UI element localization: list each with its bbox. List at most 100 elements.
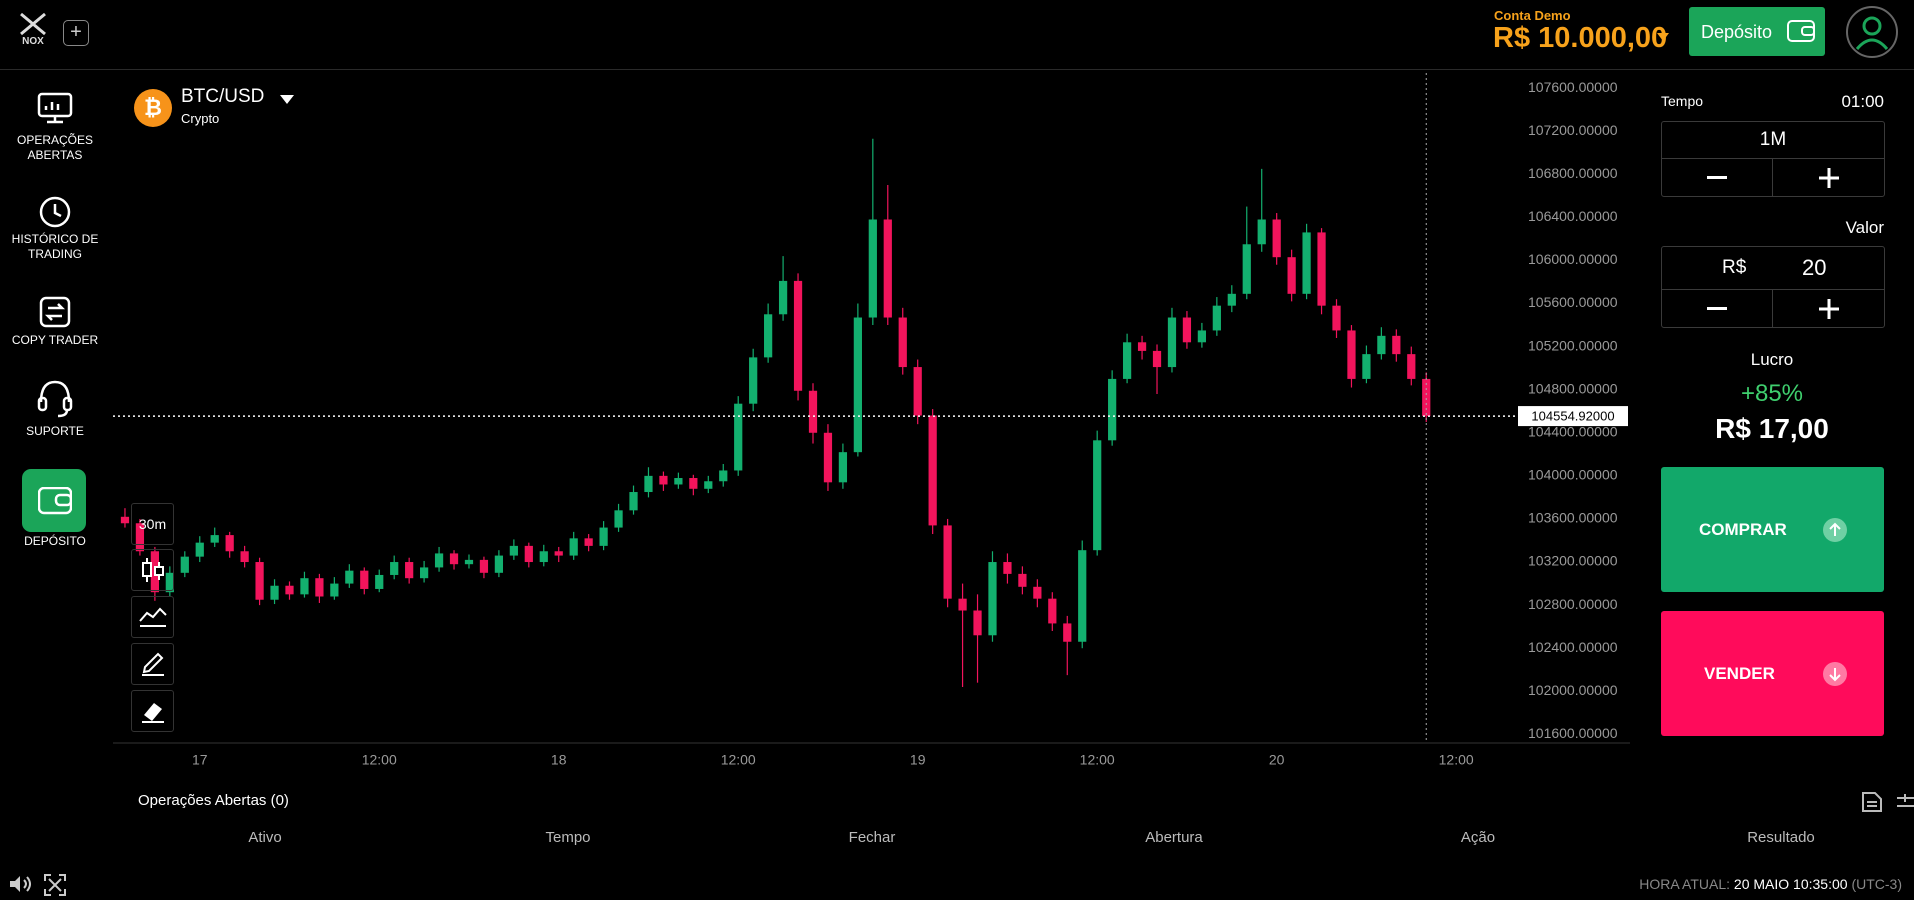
profit-value: R$ 17,00 bbox=[1715, 413, 1829, 444]
x-tick-label: 18 bbox=[551, 752, 567, 768]
sidebar-label[interactable]: OPERAÇÕES ABERTAS bbox=[16, 133, 94, 162]
avatar[interactable] bbox=[1845, 5, 1899, 59]
column-header: Ativo bbox=[248, 829, 282, 846]
sidebar-label[interactable]: HISTÓRICO DE TRADING bbox=[11, 232, 99, 261]
candle-body bbox=[1302, 232, 1311, 294]
candle-body bbox=[1197, 330, 1207, 343]
duration[interactable]: 1M bbox=[1662, 122, 1884, 159]
clock-icon[interactable] bbox=[38, 195, 72, 229]
y-tick-label: 102800.00000 bbox=[1528, 596, 1618, 612]
btc-logo: ₿ bbox=[134, 89, 172, 127]
up-arrow-icon bbox=[1823, 518, 1847, 542]
copy-icon[interactable] bbox=[39, 296, 71, 328]
y-tick-label: 106800.00000 bbox=[1528, 165, 1618, 181]
column-header: Resultado bbox=[1747, 829, 1815, 846]
amount-plus[interactable] bbox=[1773, 290, 1884, 327]
plus-icon bbox=[1818, 167, 1839, 188]
plus-icon bbox=[1818, 298, 1839, 319]
amount-divider bbox=[1662, 289, 1884, 290]
buy-button[interactable]: COMPRAR bbox=[1661, 467, 1884, 592]
candle-body bbox=[1317, 232, 1326, 306]
y-tick-label: 107200.00000 bbox=[1528, 122, 1618, 138]
candle-type-button[interactable] bbox=[131, 549, 174, 591]
candle-body bbox=[494, 555, 504, 573]
profit-percent: +85% bbox=[1740, 380, 1804, 407]
candle-body bbox=[1347, 330, 1356, 379]
candle-body bbox=[1018, 573, 1027, 587]
candle-body bbox=[509, 545, 518, 556]
candle-body bbox=[1287, 257, 1296, 294]
y-tick-label: 106400.00000 bbox=[1528, 208, 1618, 224]
candle-body bbox=[1212, 305, 1221, 331]
x-tick-label: 19 bbox=[910, 752, 926, 768]
sound-icon[interactable] bbox=[8, 874, 34, 894]
candle-body bbox=[1227, 293, 1236, 306]
candle-body bbox=[1033, 586, 1042, 599]
candle-body bbox=[300, 578, 309, 595]
candle-body bbox=[345, 570, 354, 584]
sidebar-label[interactable]: COPY TRADER bbox=[11, 333, 99, 347]
settings-icon[interactable] bbox=[1897, 790, 1914, 814]
candle-body bbox=[569, 538, 578, 556]
deposit-button[interactable]: Depósito bbox=[1689, 7, 1825, 56]
candle-body bbox=[120, 516, 130, 524]
column-header: Ação bbox=[1460, 829, 1496, 846]
indicator-button[interactable] bbox=[131, 596, 174, 638]
headset-icon[interactable] bbox=[36, 378, 74, 418]
candle-body bbox=[659, 475, 668, 485]
candle-body bbox=[943, 525, 952, 599]
candle-body bbox=[464, 559, 474, 565]
logo-mark bbox=[20, 12, 46, 36]
deposit-side-button[interactable] bbox=[22, 469, 86, 532]
candle-body bbox=[778, 280, 788, 315]
candle-body bbox=[853, 317, 862, 453]
interval-button[interactable]: 30m bbox=[131, 503, 174, 545]
candle-icon bbox=[142, 558, 164, 582]
logo-text: NOX bbox=[22, 36, 44, 47]
candle-body bbox=[1377, 335, 1386, 355]
y-tick-label: 105600.00000 bbox=[1528, 294, 1618, 310]
y-tick-label: 104800.00000 bbox=[1528, 380, 1618, 396]
duration-minus[interactable] bbox=[1662, 159, 1773, 196]
candle-body bbox=[390, 562, 399, 575]
sell-button[interactable]: VENDER bbox=[1661, 611, 1884, 736]
sidebar-label[interactable]: SUPORTE bbox=[26, 424, 84, 438]
profit-label: Lucro bbox=[1750, 350, 1794, 369]
account-label: Conta Demo bbox=[1494, 8, 1571, 23]
candle-body bbox=[554, 551, 563, 556]
add-tab-button[interactable]: + bbox=[63, 20, 89, 46]
candle-body bbox=[1362, 354, 1371, 379]
asset-category: Crypto bbox=[181, 111, 220, 126]
candle-body bbox=[135, 523, 145, 552]
draw-button[interactable] bbox=[131, 643, 174, 685]
asset-caret[interactable] bbox=[280, 95, 294, 104]
report-icon[interactable] bbox=[1860, 790, 1884, 814]
eraser-button[interactable] bbox=[131, 690, 174, 732]
sidebar-label[interactable]: DEPÓSITO bbox=[24, 534, 86, 548]
amount-label: Valor bbox=[1845, 218, 1884, 237]
candle-body bbox=[1422, 378, 1431, 417]
timezone: (UTC-3) bbox=[1851, 876, 1902, 892]
candle-body bbox=[405, 562, 414, 579]
minus-icon bbox=[1707, 306, 1727, 310]
candle-body bbox=[823, 432, 833, 483]
indicator-icon bbox=[139, 607, 167, 627]
candle-body bbox=[1137, 342, 1147, 351]
monitor-icon[interactable] bbox=[37, 92, 73, 124]
candle-body bbox=[210, 535, 219, 543]
asset-name[interactable]: BTC/USD bbox=[181, 86, 265, 107]
candle-body bbox=[285, 585, 294, 595]
operations-title[interactable]: Operações Abertas (0) bbox=[138, 792, 289, 809]
candle-body bbox=[315, 578, 324, 597]
y-tick-label: 103200.00000 bbox=[1528, 553, 1618, 569]
balance[interactable]: R$ 10.000,00 bbox=[1493, 22, 1668, 54]
amount-minus[interactable] bbox=[1662, 290, 1773, 327]
y-tick-label: 102400.00000 bbox=[1528, 639, 1618, 655]
fullscreen-icon[interactable] bbox=[44, 874, 66, 896]
balance-caret[interactable] bbox=[1657, 33, 1669, 41]
candle-body bbox=[928, 415, 937, 526]
duration-plus[interactable] bbox=[1773, 159, 1884, 196]
candle-body bbox=[330, 583, 339, 597]
amount[interactable]: 20 bbox=[1802, 255, 1827, 280]
